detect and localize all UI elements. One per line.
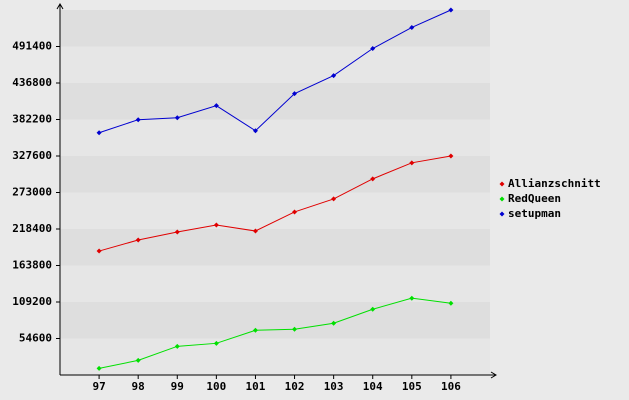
x-tick-label: 100 <box>206 380 226 393</box>
plot-band <box>60 119 490 156</box>
series-line <box>98 155 451 252</box>
data-point <box>292 91 298 97</box>
series-line <box>98 297 451 369</box>
x-tick-label: 105 <box>402 380 422 393</box>
x-tick-label: 98 <box>132 380 145 393</box>
data-point <box>448 300 454 306</box>
plot-band <box>60 83 490 120</box>
data-point <box>331 320 337 326</box>
plot-band <box>60 192 490 229</box>
x-tick-label: 102 <box>285 380 305 393</box>
plot-band <box>60 229 490 266</box>
x-axis-arrow <box>490 371 497 379</box>
x-tick-label: 106 <box>441 380 461 393</box>
data-point <box>370 306 376 312</box>
legend-label: Allianzschnitt <box>508 177 601 190</box>
x-tick-label: 97 <box>92 380 105 393</box>
x-tick-label: 101 <box>246 380 266 393</box>
data-point <box>174 343 180 349</box>
legend-marker <box>499 211 505 217</box>
y-tick-label: 327600 <box>12 149 52 162</box>
legend-marker <box>499 181 505 187</box>
y-tick-label: 218400 <box>12 222 52 235</box>
x-tick-label: 99 <box>171 380 184 393</box>
x-tick-label: 104 <box>363 380 383 393</box>
plot-band <box>60 10 490 47</box>
data-point <box>292 326 298 332</box>
data-point <box>96 248 102 254</box>
data-point <box>370 46 376 52</box>
data-point <box>213 222 219 228</box>
y-tick-label: 54600 <box>19 332 52 345</box>
legend-label: setupman <box>508 207 561 220</box>
data-point <box>331 73 337 79</box>
data-point <box>135 357 141 363</box>
plot-band <box>60 46 490 83</box>
plot-band <box>60 302 490 339</box>
data-point <box>174 229 180 235</box>
y-tick-label: 163800 <box>12 259 52 272</box>
data-point <box>174 115 180 121</box>
x-tick-label: 103 <box>324 380 344 393</box>
data-point <box>252 128 258 134</box>
data-point <box>448 153 454 159</box>
data-point <box>252 327 258 333</box>
data-point <box>331 196 337 202</box>
data-point <box>135 117 141 123</box>
data-point <box>409 24 415 30</box>
plot-band <box>60 156 490 193</box>
data-point <box>96 365 102 371</box>
data-point <box>409 160 415 166</box>
plot-band <box>60 265 490 302</box>
plot-band <box>60 338 490 375</box>
y-tick-label: 436800 <box>12 76 52 89</box>
y-tick-label: 491400 <box>12 40 52 53</box>
data-point <box>213 103 219 109</box>
data-point <box>135 237 141 243</box>
data-point <box>96 130 102 136</box>
data-point <box>252 228 258 234</box>
data-point <box>292 209 298 215</box>
data-point <box>409 295 415 301</box>
y-tick-label: 273000 <box>12 186 52 199</box>
legend-marker <box>499 196 505 202</box>
series-line <box>98 9 452 134</box>
legend-label: RedQueen <box>508 192 561 205</box>
data-point <box>370 176 376 182</box>
data-point <box>448 7 454 13</box>
data-point <box>213 340 219 346</box>
y-tick-label: 382200 <box>12 113 52 126</box>
y-axis-arrow <box>56 3 64 10</box>
y-tick-label: 109200 <box>12 295 52 308</box>
